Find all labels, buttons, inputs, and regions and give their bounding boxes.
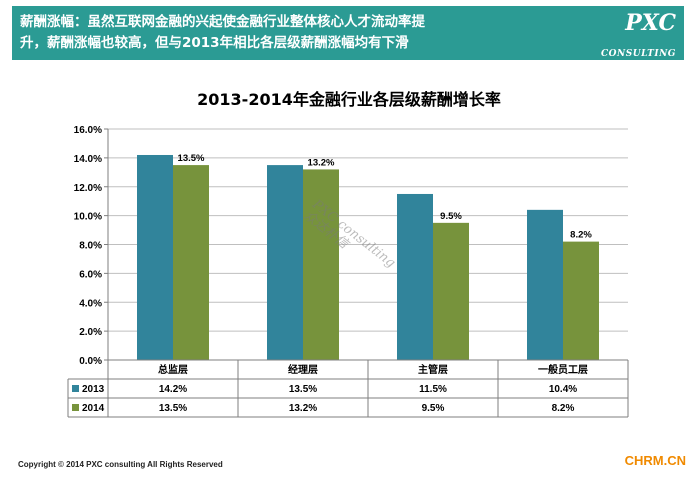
legend-label-2013: 2013 [82,384,105,395]
table-cell: 11.5% [419,384,447,395]
y-tick-label: 6.0% [79,269,102,280]
copyright-text: Copyright © 2014 PXC consulting All Righ… [18,460,223,469]
legend-key-2013 [72,385,79,392]
category-label: 主管层 [418,363,448,376]
chart-title: 2013-2014年金融行业各层级薪酬增长率 [197,90,501,109]
y-tick-label: 4.0% [79,298,102,309]
data-label: 13.2% [308,157,335,168]
data-label: 13.5% [178,153,205,164]
category-label: 经理层 [288,363,318,376]
table-cell: 10.4% [549,384,577,395]
data-label: 8.2% [570,230,592,241]
logo-cn: 众达朴信 [609,68,670,82]
table-cell: 9.5% [422,403,445,414]
banner-line-1: 薪酬涨幅：虽然互联网金融的兴起使金融行业整体核心人才流动率提 [20,14,425,30]
data-label: 9.5% [440,211,462,222]
table-cell: 13.5% [159,403,187,414]
legend-label-2014: 2014 [82,403,105,414]
table-cell: 8.2% [552,403,575,414]
y-tick-label: 12.0% [74,183,102,194]
bar-2013-0 [137,154,173,360]
y-tick-label: 2.0% [79,327,102,338]
legend-key-2014 [72,404,79,411]
category-label: 总监层 [158,363,188,376]
header-banner: 薪酬涨幅：虽然互联网金融的兴起使金融行业整体核心人才流动率提 升，薪酬涨幅也较高… [12,6,684,82]
bar-2013-1 [267,165,303,360]
bar-2014-1 [303,169,339,360]
y-tick-label: 16.0% [74,125,102,136]
category-label: 一般员工层 [538,363,588,376]
table-cell: 13.5% [289,384,317,395]
bar-2013-3 [527,209,563,360]
banner-line-2: 升，薪酬涨幅也较高，但与2013年相比各层级薪酬涨幅均有下滑 [20,35,409,51]
table-cell: 14.2% [159,384,187,395]
brand-text: CHRM.CN [624,453,686,468]
y-tick-label: 8.0% [79,241,102,252]
pxc-logo: PXC CONSULTING 众达朴信 [546,10,676,82]
y-tick-label: 10.0% [74,212,102,223]
table-cell: 13.2% [289,403,317,414]
bar-2013-2 [397,193,433,360]
bar-2014-2 [433,222,469,360]
y-tick-label: 0.0% [79,356,102,367]
logo-main: PXC [625,10,676,36]
logo-sub: CONSULTING [601,49,676,59]
y-tick-label: 14.0% [74,154,102,165]
banner-text: 薪酬涨幅：虽然互联网金融的兴起使金融行业整体核心人才流动率提 升，薪酬涨幅也较高… [20,12,560,54]
bar-2014-3 [563,241,599,360]
bar-2014-0 [173,165,209,360]
